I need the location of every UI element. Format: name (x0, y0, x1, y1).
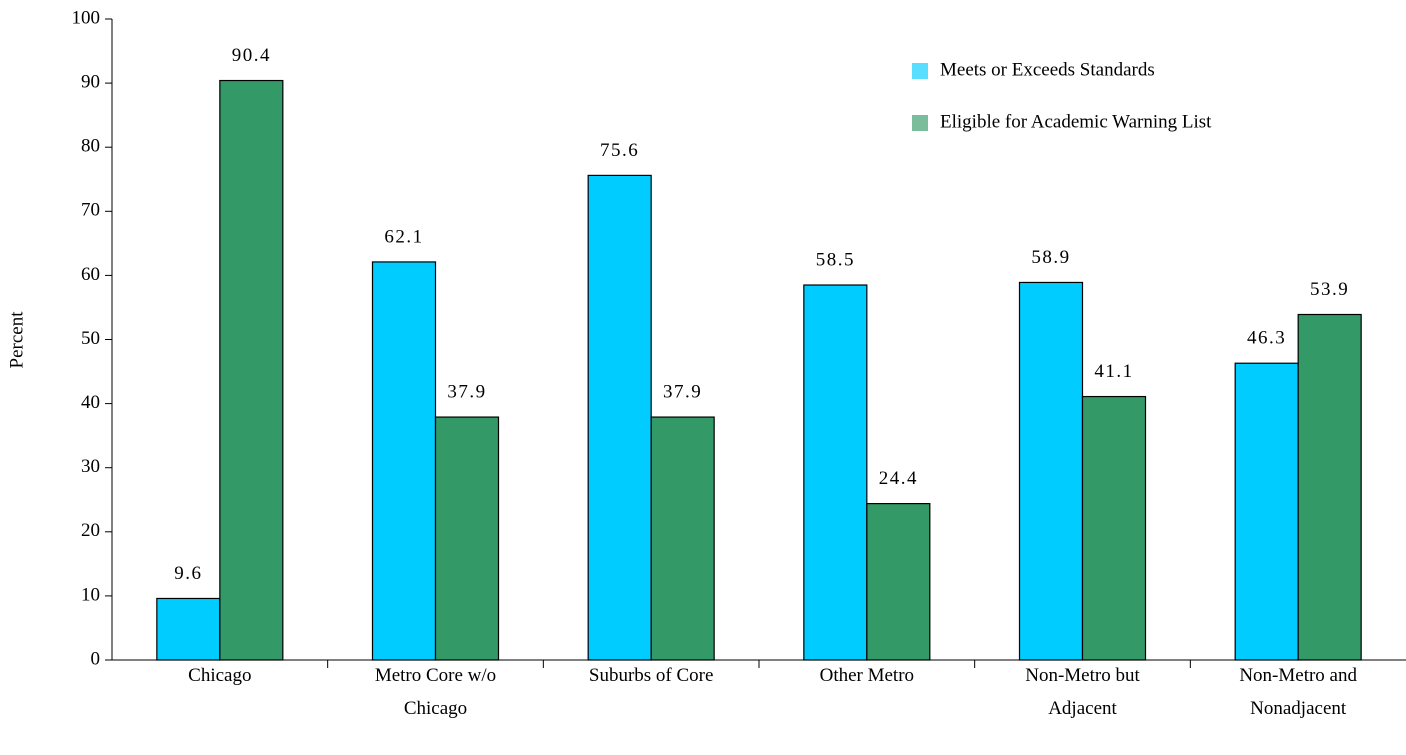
value-label: 53.9 (1310, 279, 1349, 300)
value-label: 90.4 (232, 45, 271, 66)
bar (587, 174, 652, 661)
value-label: 58.5 (816, 249, 855, 270)
bar (1297, 313, 1362, 661)
y-tick-label: 70 (81, 200, 100, 221)
bar (1018, 281, 1084, 661)
value-label: 62.1 (384, 226, 423, 247)
bar (1234, 362, 1299, 661)
bar (866, 502, 931, 661)
value-label: 41.1 (1094, 361, 1133, 382)
y-tick-label: 30 (81, 456, 100, 477)
bar (1081, 395, 1147, 661)
legend-swatch (912, 63, 928, 79)
bar (156, 597, 221, 661)
y-tick-label: 20 (81, 520, 100, 541)
legend-label: Eligible for Academic Warning List (940, 111, 1212, 132)
value-label: 58.9 (1031, 247, 1070, 268)
value-label: 9.6 (174, 563, 202, 584)
value-label: 46.3 (1247, 328, 1286, 349)
y-tick-label: 100 (72, 7, 101, 28)
bar (650, 416, 715, 661)
y-tick-label: 90 (81, 71, 100, 92)
bar (434, 416, 500, 661)
y-axis-label: Percent (6, 311, 27, 369)
bar (371, 261, 437, 661)
x-tick-label: Non-Metro but Adjacent (1025, 665, 1140, 719)
legend-label: Meets or Exceeds Standards (940, 59, 1155, 80)
y-tick-label: 0 (91, 648, 101, 669)
legend-swatch (912, 115, 928, 131)
value-label: 24.4 (879, 468, 918, 489)
y-tick-label: 40 (81, 392, 100, 413)
y-tick-label: 10 (81, 584, 100, 605)
x-tick-label: Chicago (188, 665, 252, 686)
bar (219, 79, 284, 661)
x-tick-label: Suburbs of Core (588, 665, 714, 686)
value-label: 75.6 (600, 140, 639, 161)
x-tick-label: Other Metro (819, 665, 915, 686)
x-tick-label: Non-Metro and Nonadjacent (1239, 665, 1357, 719)
value-label: 37.9 (663, 381, 702, 402)
y-tick-label: 80 (81, 136, 100, 157)
bar (803, 284, 868, 661)
y-tick-label: 50 (81, 328, 100, 349)
y-tick-label: 60 (81, 264, 100, 285)
value-label: 37.9 (447, 381, 486, 402)
x-tick-label: Metro Core w/o Chicago (374, 665, 497, 719)
